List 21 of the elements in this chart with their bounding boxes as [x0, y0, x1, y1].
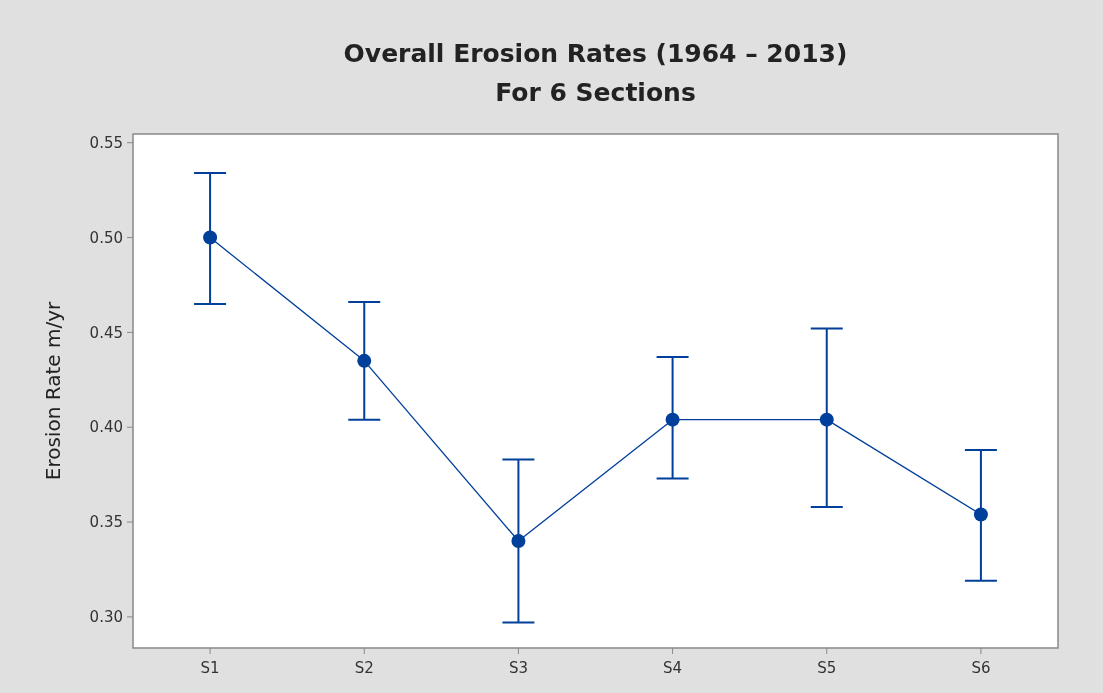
chart-subtitle: For 6 Sections: [495, 78, 696, 107]
x-tick-label: S2: [354, 659, 374, 677]
y-tick-label: 0.30: [89, 608, 123, 627]
y-tick-label: 0.35: [89, 513, 123, 532]
x-tick-label: S5: [817, 659, 837, 677]
point: [973, 507, 988, 522]
y-tick-label: 0.45: [89, 323, 123, 342]
y-axis-title: Erosion Rate m/yr: [41, 301, 65, 481]
y-tick-label: 0.50: [89, 228, 123, 247]
point: [665, 412, 680, 427]
x-tick-label: S3: [508, 659, 528, 677]
chart-title: Overall Erosion Rates (1964 – 2013): [343, 39, 848, 68]
y-tick-label: 0.55: [89, 133, 123, 152]
y-tick-label: 0.40: [89, 418, 123, 437]
x-tick-label: S4: [663, 659, 683, 677]
x-tick-label: S1: [200, 659, 220, 677]
point: [357, 353, 372, 368]
point: [819, 412, 834, 427]
point: [511, 534, 526, 549]
x-tick-label: S6: [971, 659, 991, 677]
point: [203, 230, 218, 245]
